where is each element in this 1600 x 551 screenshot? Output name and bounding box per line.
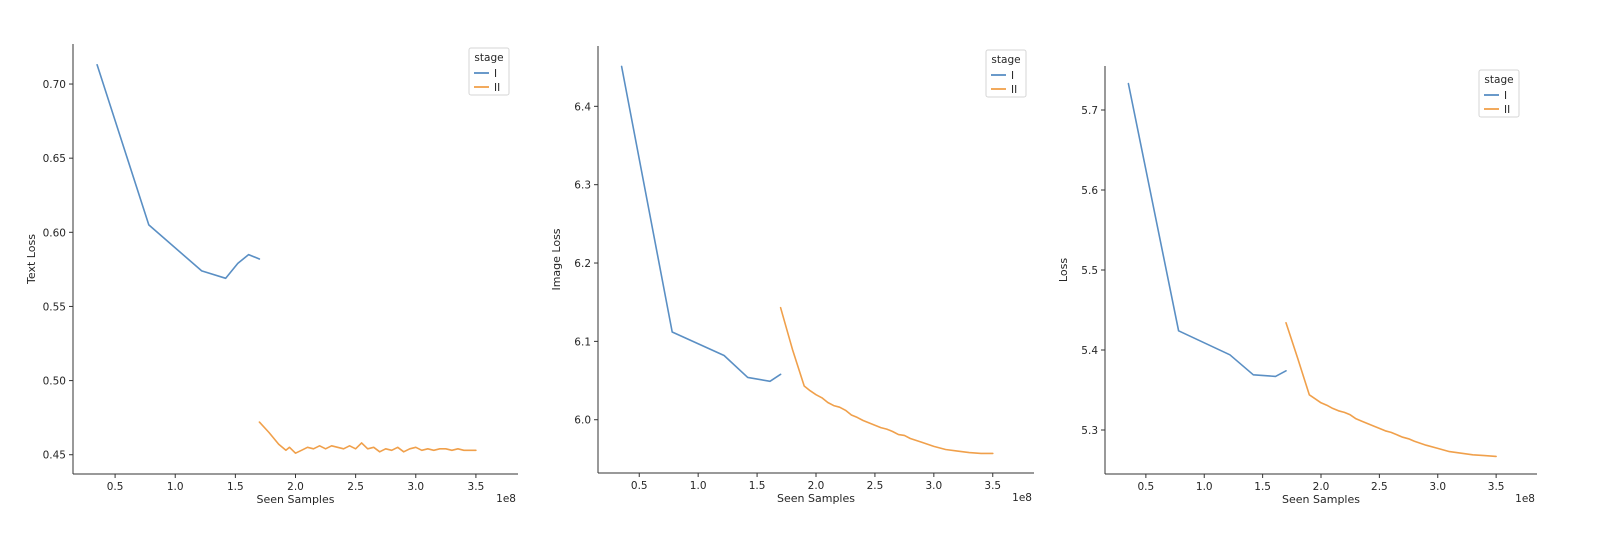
subplot-2: 0.5 1.0 1.5 2.0 2.5 3.0 3.5 6.0 6.1 6.2 6.3 6.4 1e8 S… — [550, 46, 1034, 505]
y-tick-label: 6.3 — [574, 180, 591, 192]
x-tick-label: 3.0 — [925, 480, 942, 492]
x-tick-label: 2.5 — [867, 480, 884, 492]
y-tick-label: 6.4 — [574, 101, 591, 113]
series-line-stage-I — [96, 64, 261, 280]
y-axis-label: Image Loss — [550, 228, 563, 290]
y-tick-label: 5.3 — [1081, 425, 1098, 437]
x-tick-label: 2.0 — [1313, 481, 1330, 493]
y-tick-label: 0.50 — [43, 376, 66, 388]
x-tick-label: 1.0 — [167, 481, 184, 493]
x-offset-text: 1e8 — [496, 493, 516, 505]
y-tick-label: 5.5 — [1081, 265, 1098, 277]
legend-label-stage-I: I — [1504, 90, 1507, 102]
x-tick-label: 3.5 — [984, 480, 1001, 492]
legend-label-stage-II: II — [1011, 84, 1017, 96]
x-tick-label: 0.5 — [107, 481, 124, 493]
legend-title: stage — [474, 52, 503, 64]
x-tick-label: 1.5 — [227, 481, 244, 493]
x-offset-text: 1e8 — [1012, 492, 1032, 504]
x-tick-label: 1.0 — [1196, 481, 1213, 493]
x-tick-label: 3.0 — [1429, 481, 1446, 493]
series-line-stage-II — [779, 306, 994, 455]
y-tick-label: 5.4 — [1081, 345, 1098, 357]
x-tick-label: 1.0 — [690, 480, 707, 492]
legend-label-stage-II: II — [1504, 104, 1510, 116]
y-tick-label: 0.70 — [43, 79, 66, 91]
x-offset-text: 1e8 — [1515, 493, 1535, 505]
legend-label-stage-II: II — [494, 82, 500, 94]
x-axis-label: Seen Samples — [1282, 493, 1360, 506]
series-line-stage-I — [620, 65, 782, 383]
series-line-stage-I — [1127, 82, 1287, 378]
y-tick-label: 6.0 — [574, 415, 591, 427]
x-tick-label: 1.5 — [1254, 481, 1271, 493]
series-line-stage-II — [1285, 321, 1497, 458]
y-tick-label: 0.60 — [43, 227, 66, 239]
x-tick-label: 0.5 — [1138, 481, 1155, 493]
y-tick-label: 5.6 — [1081, 185, 1098, 197]
legend-frame — [1478, 69, 1520, 118]
y-tick-label: 0.65 — [43, 153, 66, 165]
x-tick-label: 3.0 — [407, 481, 424, 493]
x-tick-label: 2.0 — [287, 481, 304, 493]
x-axis-label: Seen Samples — [777, 492, 855, 505]
x-tick-label: 3.5 — [468, 481, 485, 493]
x-tick-label: 2.0 — [808, 480, 825, 492]
y-tick-label: 0.55 — [43, 301, 66, 313]
x-tick-label: 1.5 — [749, 480, 766, 492]
legend-frame — [468, 47, 510, 96]
subplot-1: 0.5 1.0 1.5 2.0 2.5 3.0 3.5 0.45 0.50 0.55 0.60 0.6… — [25, 44, 518, 506]
series-line-stage-II — [258, 421, 477, 455]
y-tick-label: 6.1 — [574, 336, 591, 348]
x-tick-label: 2.5 — [1371, 481, 1388, 493]
y-axis-label: Loss — [1057, 258, 1070, 282]
y-axis-label: Text Loss — [25, 234, 38, 285]
legend-frame — [985, 49, 1027, 98]
x-tick-label: 0.5 — [631, 480, 648, 492]
y-tick-label: 5.7 — [1081, 105, 1098, 117]
x-tick-label: 3.5 — [1488, 481, 1505, 493]
x-tick-label: 2.5 — [347, 481, 364, 493]
legend-title: stage — [1484, 74, 1513, 86]
legend-label-stage-I: I — [1011, 70, 1014, 82]
x-axis-label: Seen Samples — [257, 493, 335, 506]
y-tick-label: 0.45 — [43, 450, 66, 462]
subplot-3: 0.5 1.0 1.5 2.0 2.5 3.0 3.5 5.3 5.4 5.5 5.6 5.7 1e8 S… — [1057, 66, 1537, 506]
legend-label-stage-I: I — [494, 68, 497, 80]
y-tick-label: 6.2 — [574, 258, 591, 270]
legend-title: stage — [991, 54, 1020, 66]
